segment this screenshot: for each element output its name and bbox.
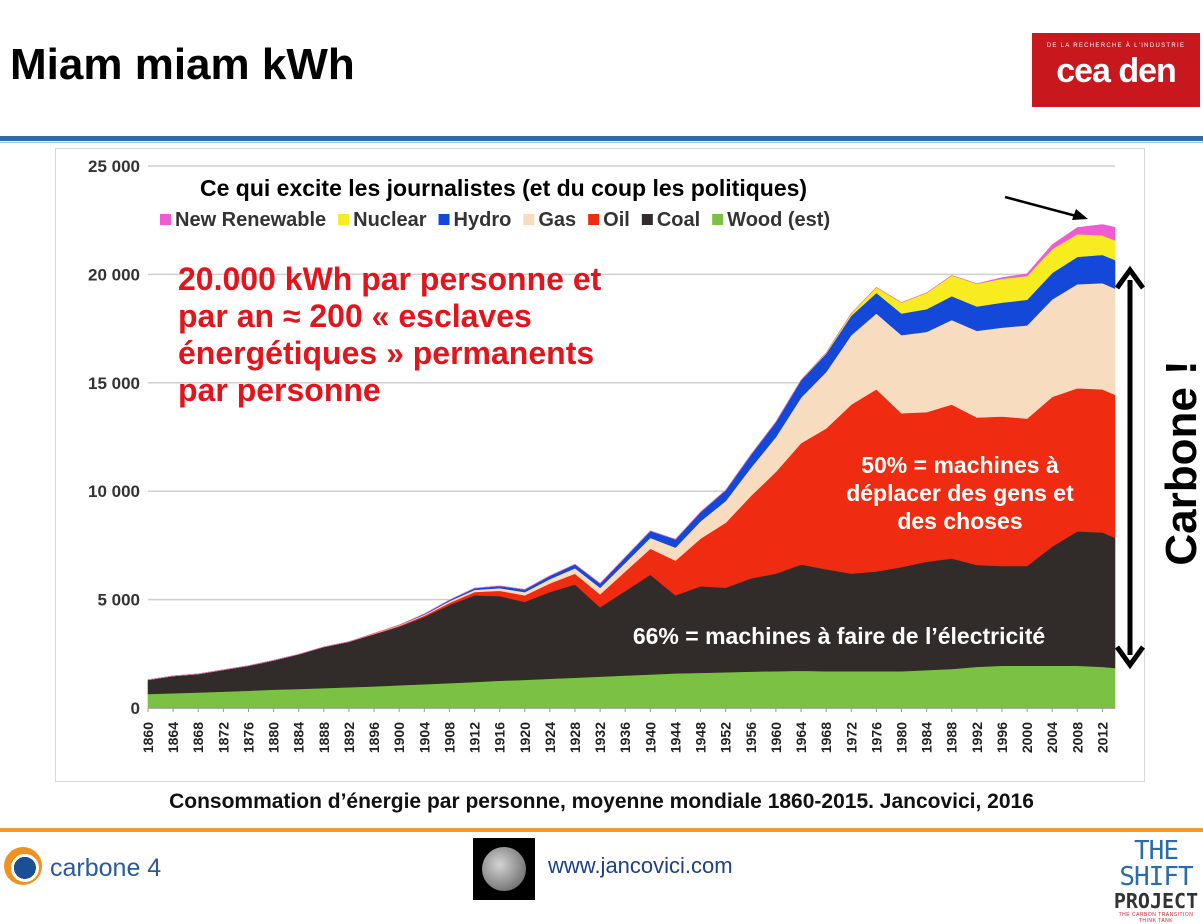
legend-swatch: [641, 214, 653, 225]
annotation-journalists-arrow: [1004, 195, 1081, 219]
x-tick-label: 2008: [1069, 722, 1085, 753]
x-tick-label: 1880: [266, 722, 282, 753]
x-tick-label: 1920: [517, 722, 533, 753]
legend-swatch: [438, 214, 450, 225]
slide-title: Miam miam kWh: [10, 40, 355, 89]
shift-line2: PROJECT: [1113, 889, 1199, 913]
x-tick-label: 1924: [542, 722, 558, 753]
carbone4-globe-icon: [4, 847, 42, 885]
carbon-arrow-top: [1114, 265, 1146, 290]
x-tick-label: 1944: [667, 722, 683, 753]
x-tick-label: 1976: [868, 722, 884, 753]
y-tick-label: 5 000: [97, 591, 140, 610]
legend-label: New Renewable: [175, 209, 326, 231]
axis-layer: 0 5 000 10 000 15 000 20 000 25 000 1860 1864 18…: [88, 157, 1115, 753]
x-tick-label: 2000: [1019, 722, 1035, 753]
x-tick-label: 1888: [316, 722, 332, 753]
legend-swatch: [523, 214, 535, 225]
chart-caption: Consommation d’énergie par personne, moy…: [169, 790, 1034, 813]
x-tick-label: 1916: [492, 722, 508, 753]
x-tick-label: 1968: [818, 722, 834, 753]
y-tick-label: 10 000: [88, 482, 140, 501]
x-tick-label: 1936: [617, 722, 633, 753]
legend-label: Coal: [657, 209, 700, 231]
legend-swatch: [160, 214, 171, 225]
carbon-arrow-bottom: [1114, 645, 1146, 670]
carbone4-text: carbone 4: [50, 854, 162, 882]
moon-icon: [482, 847, 526, 891]
legend-label: Gas: [538, 209, 576, 231]
legend-swatch: [712, 214, 724, 225]
x-tick-label: 1908: [441, 722, 457, 753]
x-tick-label: 1988: [944, 722, 960, 753]
x-tick-label: 1860: [140, 722, 156, 753]
cea-brand: cea den: [1056, 52, 1177, 90]
footer-rule: [0, 828, 1203, 832]
x-tick-label: 1876: [240, 722, 256, 753]
x-tick-label: 1960: [768, 722, 784, 753]
x-tick-label: 1904: [416, 722, 432, 753]
area-layer: [147, 224, 1116, 709]
cea-den-logo: DE LA RECHERCHE À L'INDUSTRIE cea den: [1032, 33, 1200, 107]
annotation-journalists: Ce qui excite les journalistes (et du co…: [200, 175, 807, 201]
legend: New Renewable Nuclear Hydro Gas Oil Coal Wood …: [160, 209, 830, 231]
x-tick-label: 1996: [994, 722, 1010, 753]
y-tick-label: 25 000: [88, 157, 140, 176]
x-tick-label: 1932: [592, 722, 608, 753]
y-tick-label: 15 000: [88, 374, 140, 393]
website-link[interactable]: www.jancovici.com: [548, 853, 733, 878]
x-tick-label: 1864: [165, 722, 181, 753]
area-new-renewable: [147, 224, 1116, 681]
x-tick-label: 1964: [793, 722, 809, 753]
x-tick-label: 1972: [843, 722, 859, 753]
carbone4-logo: carbone 4: [4, 845, 204, 895]
x-tick-label: 1912: [467, 722, 483, 753]
x-tick-label: 1872: [215, 722, 231, 753]
x-tick-label: 1992: [969, 722, 985, 753]
energy-chart: 0 5 000 10 000 15 000 20 000 25 000 1860 1864 18…: [88, 157, 1203, 753]
shift-line3: THE CARBON TRANSITION THINK TANK: [1118, 912, 1194, 924]
x-tick-label: 2012: [1094, 722, 1110, 753]
x-tick-label: 1952: [718, 722, 734, 753]
x-tick-label: 1948: [693, 722, 709, 753]
annotation-transport: 50% = machines à déplacer des gens et des …: [846, 452, 1074, 534]
legend-swatch: [338, 214, 350, 225]
legend-label: Hydro: [454, 209, 512, 231]
annotation-slaves: 20.000 kWh par personne et par an ≈ 200 «…: [178, 261, 602, 408]
x-tick-label: 1984: [919, 722, 935, 753]
x-tick-label: 1900: [391, 722, 407, 753]
annotation-journalists-arrowhead: [1072, 209, 1088, 220]
y-tick-label: 20 000: [88, 265, 140, 284]
header-rule: [0, 136, 1203, 141]
x-tick-label: 1896: [366, 722, 382, 753]
y-tick-label: 0: [131, 699, 140, 718]
annotation-layer: Ce qui excite les journalistes (et du co…: [178, 175, 1203, 670]
x-tick-label: 1892: [341, 722, 357, 753]
legend-label: Wood (est): [727, 209, 830, 231]
legend-swatch: [588, 214, 600, 225]
legend-label: Nuclear: [353, 209, 427, 231]
x-tick-label: 1980: [894, 722, 910, 753]
x-tick-label: 1928: [567, 722, 583, 753]
annotation-carbone: Carbone !: [1157, 360, 1203, 565]
cea-tagline: DE LA RECHERCHE À L'INDUSTRIE: [1046, 43, 1186, 49]
x-tick-label: 1868: [190, 722, 206, 753]
legend-label: Oil: [603, 209, 630, 231]
x-tick-label: 1884: [291, 722, 307, 753]
annotation-electricity: 66% = machines à faire de l’électricité: [633, 623, 1045, 649]
x-tick-label: 1956: [743, 722, 759, 753]
moon-image: [473, 838, 535, 900]
x-tick-label: 2004: [1044, 722, 1060, 753]
x-tick-label: 1940: [642, 722, 658, 753]
shift-line1: THE SHIFT: [1119, 836, 1193, 892]
header-rule-light: [0, 142, 1203, 143]
shift-project-logo: THE SHIFT PROJECT THE CARBON TRANSITION …: [1112, 836, 1200, 924]
